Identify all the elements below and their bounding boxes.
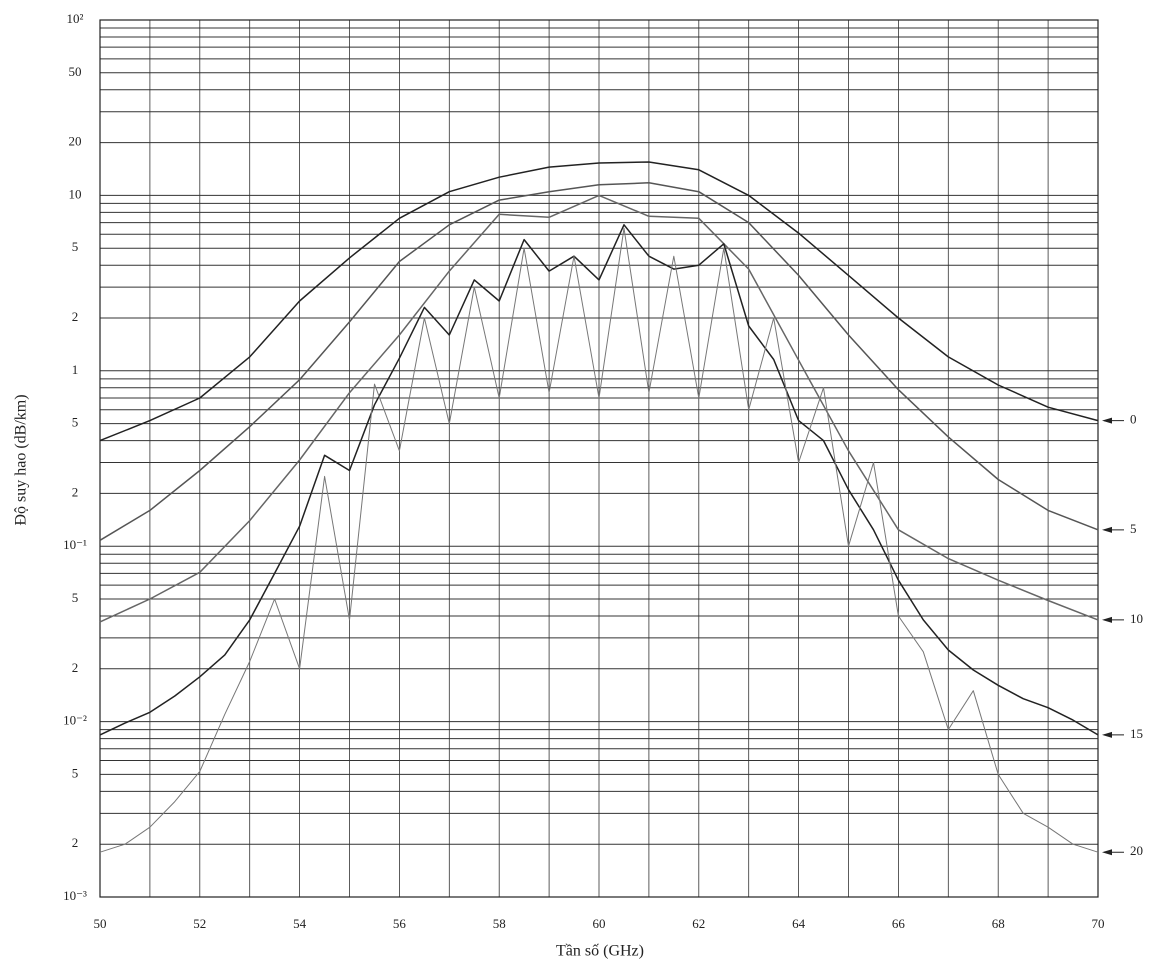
series-line [99, 194, 1099, 623]
y-tick-label: 10⁻³ [63, 888, 87, 903]
y-tick-label: 20 [69, 134, 82, 149]
y-tick-label: 10⁻² [63, 713, 87, 728]
series-line [99, 161, 1099, 442]
y-tick-label: 5 [72, 765, 79, 780]
y-tick-label: 10⁻¹ [63, 537, 87, 552]
x-tick-label: 64 [792, 916, 806, 931]
label-arrowhead [1102, 731, 1112, 738]
y-tick-label: 2 [72, 660, 79, 675]
y-tick-label: 10² [67, 11, 84, 26]
y-tick-label: 5 [72, 239, 79, 254]
series-label: 15 [1130, 726, 1143, 741]
x-tick-label: 70 [1092, 916, 1105, 931]
series-label: 10 [1130, 611, 1143, 626]
y-tick-label: 2 [72, 309, 79, 324]
y-tick-label: 2 [72, 484, 79, 499]
x-axis-title: Tần số (GHz) [556, 943, 644, 960]
series-line [99, 182, 1099, 541]
y-tick-label: 10 [69, 186, 82, 201]
x-tick-label: 56 [393, 916, 407, 931]
series-line [99, 224, 1099, 736]
label-arrowhead [1102, 526, 1112, 533]
series-label: 20 [1130, 843, 1143, 858]
y-tick-label: 2 [72, 835, 79, 850]
label-arrowhead [1102, 849, 1112, 856]
x-tick-label: 52 [193, 916, 206, 931]
y-tick-label: 50 [69, 64, 82, 79]
y-tick-label: 5 [72, 415, 79, 430]
y-tick-label: 1 [72, 362, 79, 377]
x-tick-label: 60 [593, 916, 606, 931]
y-tick-label: 5 [72, 590, 79, 605]
series-line [99, 227, 1099, 853]
label-arrowhead [1102, 417, 1112, 424]
x-tick-label: 58 [493, 916, 506, 931]
x-tick-label: 66 [892, 916, 906, 931]
x-tick-label: 68 [992, 916, 1005, 931]
series-label: 0 [1130, 412, 1137, 427]
plot-frame [99, 19, 1099, 898]
series-label: 5 [1130, 521, 1137, 536]
x-tick-label: 50 [94, 916, 107, 931]
y-axis-title: Độ suy hao (dB/km) [13, 394, 30, 525]
label-arrowhead [1102, 616, 1112, 623]
x-tick-label: 54 [293, 916, 307, 931]
x-tick-label: 62 [692, 916, 705, 931]
